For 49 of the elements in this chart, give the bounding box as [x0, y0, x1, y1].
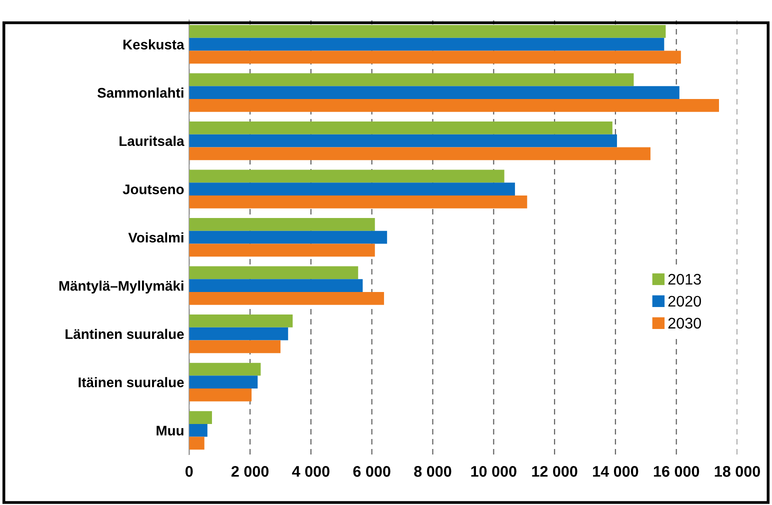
x-tick-label: 4 000 — [292, 466, 330, 477]
x-tick-label: 12 000 — [532, 466, 578, 477]
bar — [189, 314, 293, 328]
bar — [189, 196, 528, 208]
bar — [189, 50, 681, 64]
bar — [189, 436, 204, 450]
bar — [189, 424, 208, 437]
bar — [189, 134, 617, 148]
bar — [189, 73, 634, 86]
x-tick-label: 2 000 — [231, 466, 269, 477]
bar — [189, 230, 388, 244]
x-tick-label: 14 000 — [593, 466, 638, 477]
y-tick-label: Voisalmi — [128, 232, 184, 243]
bar — [189, 86, 680, 100]
y-tick-label: Sammonlahti — [97, 88, 184, 98]
y-tick-label: Joutseno — [122, 184, 184, 194]
legend-label: 2020 — [668, 296, 701, 307]
y-tick-label: Lauritsala — [120, 136, 184, 146]
y-tick-label: Keskusta — [123, 39, 184, 50]
x-tick-label: 18 000 — [714, 466, 760, 477]
bar — [189, 411, 212, 424]
x-tick-label: 16 000 — [654, 466, 700, 477]
bar — [189, 147, 650, 160]
x-tick-label: 6 000 — [353, 466, 390, 477]
bar — [189, 388, 252, 402]
bar — [189, 244, 375, 257]
bar — [189, 279, 363, 292]
bar — [189, 25, 666, 38]
y-tick-label: Muu — [156, 426, 184, 436]
bar — [189, 122, 612, 134]
x-tick-label: 8 000 — [414, 466, 452, 477]
bar — [189, 292, 384, 305]
legend-label: 2013 — [668, 274, 701, 285]
x-tick-label: 0 — [185, 466, 193, 477]
bar — [189, 327, 288, 340]
x-tick-label: 10 000 — [471, 466, 516, 477]
bar — [189, 340, 280, 354]
bar — [189, 362, 261, 376]
y-tick-label: Itäinen suuralue — [78, 377, 184, 388]
bar — [189, 99, 719, 112]
bar — [189, 218, 375, 231]
bar — [189, 170, 504, 183]
bar — [189, 266, 358, 280]
bar — [189, 38, 664, 51]
bar — [189, 182, 515, 196]
bar — [189, 376, 258, 389]
y-tick-label: Mäntylä–Myllymäki — [59, 280, 184, 294]
y-tick-label: Läntinen suuralue — [66, 328, 184, 340]
legend-label: 2030 — [668, 318, 701, 329]
